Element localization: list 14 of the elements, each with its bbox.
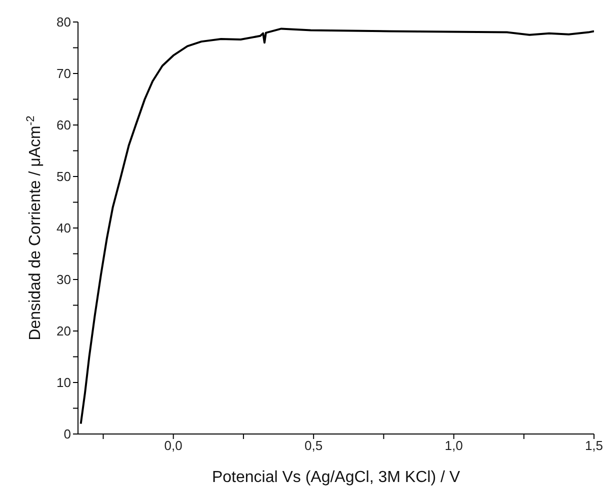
y-tick-label: 40 bbox=[56, 220, 71, 236]
x-tick-label: 0,0 bbox=[164, 438, 182, 454]
x-axis-title: Potencial Vs (Ag/AgCl, 3M KCl) / V bbox=[212, 469, 460, 486]
y-tick-label: 10 bbox=[56, 375, 71, 390]
y-tick-label: 50 bbox=[56, 169, 71, 184]
x-tick-label: 0,5 bbox=[304, 438, 323, 454]
y-tick-label: 80 bbox=[56, 14, 71, 30]
x-tick-label: 1,5 bbox=[584, 438, 604, 454]
y-tick-label: 20 bbox=[56, 324, 71, 339]
x-tick-label: 1,0 bbox=[444, 438, 463, 454]
y-tick-label: 30 bbox=[56, 272, 71, 288]
y-tick-label: 70 bbox=[56, 66, 71, 82]
y-tick-label: 0 bbox=[64, 426, 71, 442]
y-tick-label: 60 bbox=[56, 118, 71, 133]
